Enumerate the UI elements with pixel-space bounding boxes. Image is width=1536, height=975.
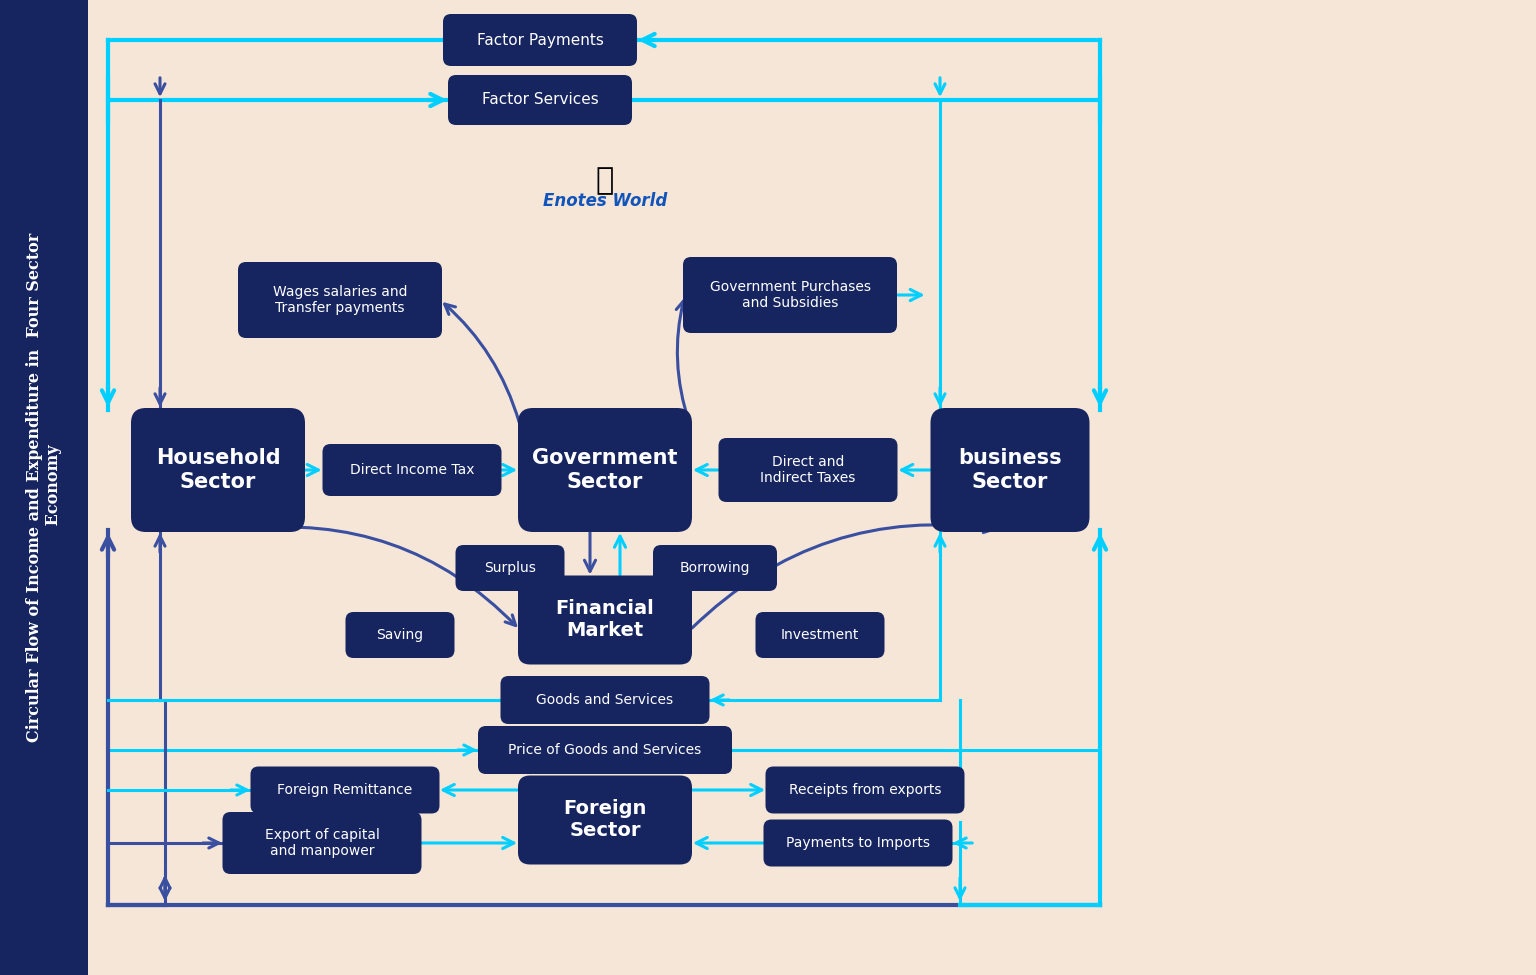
Text: Surplus: Surplus [484,561,536,575]
Text: Goods and Services: Goods and Services [536,693,674,707]
Text: Wages salaries and
Transfer payments: Wages salaries and Transfer payments [273,285,407,315]
FancyBboxPatch shape [501,676,710,724]
FancyBboxPatch shape [223,812,421,874]
FancyBboxPatch shape [323,444,501,496]
Text: Foreign
Sector: Foreign Sector [564,800,647,840]
Text: Direct and
Indirect Taxes: Direct and Indirect Taxes [760,455,856,486]
FancyBboxPatch shape [931,408,1089,532]
FancyBboxPatch shape [449,75,631,125]
Text: Price of Goods and Services: Price of Goods and Services [508,743,702,757]
FancyBboxPatch shape [756,612,885,658]
FancyBboxPatch shape [442,14,637,66]
FancyBboxPatch shape [238,262,442,338]
Text: Direct Income Tax: Direct Income Tax [350,463,475,477]
Text: Foreign Remittance: Foreign Remittance [278,783,413,797]
Text: Export of capital
and manpower: Export of capital and manpower [264,828,379,858]
Text: Government Purchases
and Subsidies: Government Purchases and Subsidies [710,280,871,310]
FancyBboxPatch shape [653,545,777,591]
Text: Circular Flow of Income and Expenditure in  Four Sector
 Economy: Circular Flow of Income and Expenditure … [26,233,63,742]
FancyBboxPatch shape [250,766,439,813]
FancyBboxPatch shape [518,408,693,532]
Text: Investment: Investment [780,628,859,642]
FancyBboxPatch shape [131,408,306,532]
Text: Factor Services: Factor Services [482,93,599,107]
Text: Saving: Saving [376,628,424,642]
Text: Factor Payments: Factor Payments [476,32,604,48]
Text: Enotes World: Enotes World [542,192,667,210]
FancyBboxPatch shape [684,257,897,333]
FancyBboxPatch shape [456,545,565,591]
FancyBboxPatch shape [0,0,88,975]
Text: Government
Sector: Government Sector [533,448,677,491]
Text: Borrowing: Borrowing [680,561,750,575]
FancyBboxPatch shape [478,726,733,774]
FancyBboxPatch shape [765,766,965,813]
Text: business
Sector: business Sector [958,448,1061,491]
Text: Household
Sector: Household Sector [155,448,280,491]
FancyBboxPatch shape [719,438,897,502]
Text: Payments to Imports: Payments to Imports [786,836,929,850]
Text: 🎓: 🎓 [596,166,614,195]
FancyBboxPatch shape [763,820,952,867]
FancyBboxPatch shape [518,575,693,665]
Text: Receipts from exports: Receipts from exports [790,783,942,797]
FancyBboxPatch shape [346,612,455,658]
FancyBboxPatch shape [518,775,693,865]
Text: Financial
Market: Financial Market [556,600,654,641]
